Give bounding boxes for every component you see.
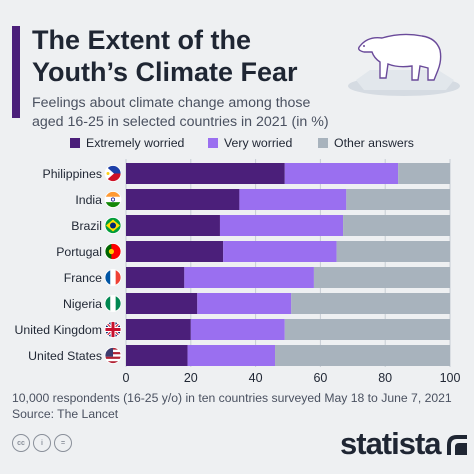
bar-portugal-very-worried: [223, 241, 337, 262]
bar-philippines-very-worried: [284, 163, 399, 184]
bar-united-states-other-answers: [275, 345, 450, 366]
x-tick-label-40: 40: [249, 371, 263, 385]
bar-united-kingdom-extremely-worried: [126, 319, 191, 340]
category-label-india: India: [75, 193, 102, 207]
brazil-flag-icon: [104, 217, 122, 234]
bar-united-kingdom-other-answers: [284, 319, 450, 340]
brand-name: statista: [340, 426, 442, 461]
bar-united-kingdom-very-worried: [190, 319, 285, 340]
nd-icon[interactable]: =: [54, 434, 72, 452]
bar-india-extremely-worried: [126, 189, 240, 210]
legend-label-extremely: Extremely worried: [86, 136, 185, 150]
cc-icon[interactable]: cc: [12, 434, 30, 452]
x-tick-label-100: 100: [440, 371, 461, 385]
page-title: The Extent of the Youth’s Climate Fear: [32, 24, 332, 88]
chart-subtitle: Feelings about climate change among thos…: [32, 94, 362, 132]
x-tick-label-60: 60: [313, 371, 327, 385]
bar-india-other-answers: [346, 189, 450, 210]
category-label-portugal: Portugal: [56, 245, 102, 259]
bar-france-very-worried: [184, 267, 314, 288]
statista-mark-icon: [446, 435, 467, 455]
category-label-united-kingdom: United Kingdom: [15, 323, 103, 337]
bar-france-extremely-worried: [126, 267, 185, 288]
legend-swatch-very: [208, 138, 218, 148]
bar-france-other-answers: [313, 267, 450, 288]
accent-bar: [12, 26, 20, 118]
category-label-united-states: United States: [28, 349, 102, 363]
category-label-philippines: Philippines: [43, 167, 102, 181]
bar-philippines-extremely-worried: [126, 163, 285, 184]
bar-united-states-very-worried: [187, 345, 276, 366]
legend-label-other: Other answers: [334, 136, 414, 150]
legend-item-very: Very worried: [208, 136, 292, 150]
chart-legend: Extremely worried Very worried Other ans…: [70, 136, 470, 154]
philippines-flag-icon: [104, 165, 122, 182]
bar-united-states-extremely-worried: [126, 345, 188, 366]
subtitle-line-2: aged 16-25 in selected countries in 2021…: [32, 114, 329, 130]
bar-nigeria-other-answers: [291, 293, 450, 314]
bar-portugal-extremely-worried: [126, 241, 224, 262]
by-icon[interactable]: i: [33, 434, 51, 452]
category-label-brazil: Brazil: [71, 219, 102, 233]
statista-logo[interactable]: statista: [340, 426, 469, 462]
legend-swatch-other: [318, 138, 328, 148]
legend-swatch-extremely: [70, 138, 80, 148]
united-states-flag-icon: [104, 347, 122, 364]
united-kingdom-flag-icon: [104, 321, 122, 338]
france-flag-icon: [104, 269, 122, 286]
subtitle-line-1: Feelings about climate change among thos…: [32, 95, 311, 111]
bar-nigeria-extremely-worried: [126, 293, 198, 314]
bar-nigeria-very-worried: [197, 293, 292, 314]
x-tick-label-0: 0: [123, 371, 130, 385]
bar-brazil-very-worried: [219, 215, 344, 236]
x-tick-label-80: 80: [378, 371, 392, 385]
portugal-flag-icon: [104, 243, 122, 260]
category-label-france: France: [64, 271, 102, 285]
nigeria-flag-icon: [104, 295, 122, 312]
bar-brazil-other-answers: [343, 215, 450, 236]
legend-label-very: Very worried: [224, 136, 293, 150]
footnote: 10,000 respondents (16-25 y/o) in ten co…: [12, 390, 472, 422]
bar-portugal-other-answers: [336, 241, 450, 262]
source-note: Source: The Lancet: [12, 407, 119, 421]
bar-philippines-other-answers: [398, 163, 450, 184]
survey-note: 10,000 respondents (16-25 y/o) in ten co…: [12, 391, 452, 405]
stacked-bar-chart: 0 20 40 60 80 100 Philippines India Brazil Portug…: [15, 159, 461, 385]
title-line-1: The Extent of the: [32, 25, 252, 55]
polar-bear-illustration: [348, 33, 460, 96]
title-line-2: Youth’s Climate Fear: [32, 57, 298, 87]
bar-brazil-extremely-worried: [126, 215, 220, 236]
india-flag-icon: [104, 191, 122, 208]
license-icons: cc i =: [12, 434, 72, 452]
legend-item-extremely: Extremely worried: [70, 136, 184, 150]
category-label-nigeria: Nigeria: [63, 297, 102, 311]
legend-item-other: Other answers: [318, 136, 414, 150]
x-tick-label-20: 20: [184, 371, 198, 385]
bar-india-very-worried: [239, 189, 347, 210]
